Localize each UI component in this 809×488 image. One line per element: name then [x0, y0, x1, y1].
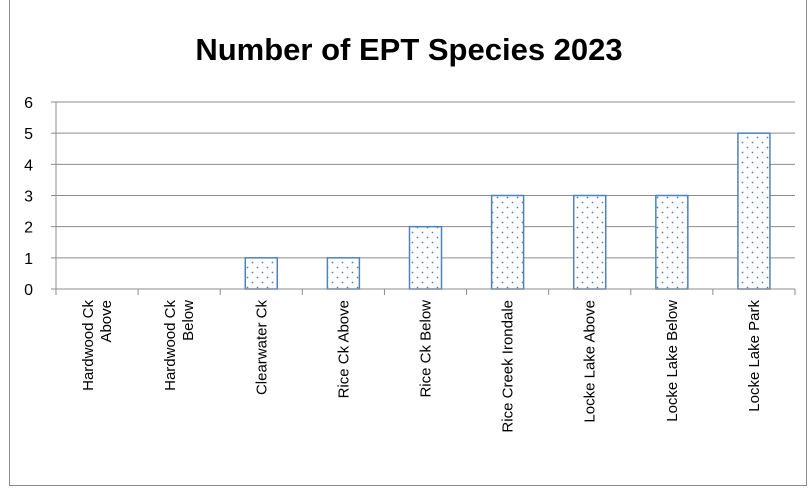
x-tick-label-line: Rice Ck Above [335, 300, 352, 398]
x-tick-label: Rice Creek Irondale [500, 300, 517, 433]
bar [326, 257, 361, 290]
x-tick-label: Locke Lake Park [746, 300, 763, 412]
bar [408, 225, 443, 290]
y-tick-label: 2 [24, 220, 33, 237]
bar [572, 194, 607, 290]
x-axis-tick-labels: Hardwood Ck Above Hardwood Ck Below Clearwat… [55, 289, 796, 433]
y-tick-label: 6 [24, 95, 33, 112]
x-tick-label-line: Locke Lake Below [664, 300, 681, 422]
x-tick-label: Hardwood Ck Above [80, 300, 115, 391]
x-tick-label-line: Locke Lake Above [582, 300, 599, 423]
x-tick-label-line: Below [180, 300, 197, 341]
x-tick-label: Locke Lake Above [582, 300, 599, 423]
y-tick-label: 4 [24, 157, 33, 174]
x-tick-label-line: Hardwood Ck [162, 300, 179, 391]
bars [244, 132, 771, 290]
x-tick-label-line: Above [98, 300, 115, 343]
y-tick-label: 5 [24, 126, 33, 143]
x-tick-label-line: Rice Creek Irondale [500, 300, 517, 433]
x-tick-label: Hardwood Ck Below [162, 300, 197, 391]
x-tick-label: Locke Lake Below [664, 300, 681, 422]
chart-title: Number of EPT Species 2023 [195, 32, 622, 67]
x-tick-label-line: Clearwater Ck [253, 300, 270, 396]
y-tick-label: 3 [24, 189, 33, 206]
x-tick-label-line: Hardwood Ck [80, 300, 97, 391]
y-axis-tick-labels: 0 1 2 3 4 5 6 [24, 95, 33, 299]
bar [244, 257, 279, 290]
bar [737, 132, 771, 290]
y-tick-label: 0 [24, 282, 33, 299]
x-tick-label: Rice Ck Below [418, 300, 435, 398]
x-tick-label-line: Rice Ck Below [418, 300, 435, 398]
bar [655, 194, 689, 290]
y-tick-label: 1 [24, 251, 33, 268]
x-tick-label: Rice Ck Above [335, 300, 352, 398]
x-tick-label-line: Locke Lake Park [746, 300, 763, 412]
x-tick-label: Clearwater Ck [253, 300, 270, 396]
bar [490, 194, 525, 290]
